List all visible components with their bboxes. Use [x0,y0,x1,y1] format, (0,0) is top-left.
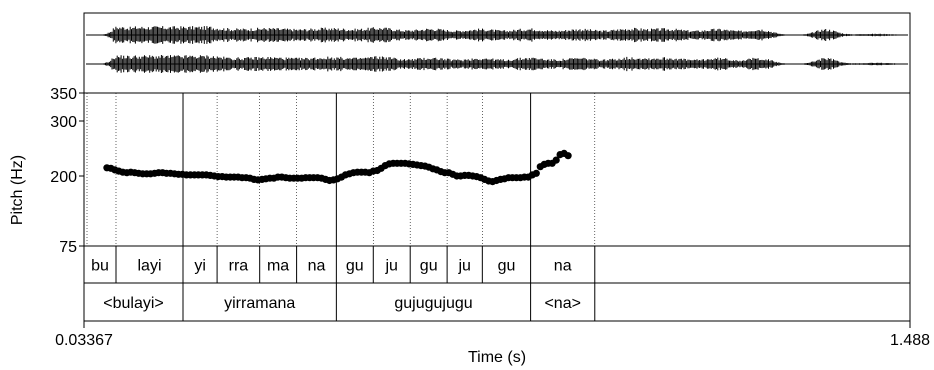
word-label: yirramana [224,295,295,312]
pitch-panel [83,92,911,247]
pitch-point [532,169,540,177]
syllable-label: ju [457,258,470,275]
syllable-label: yi [194,258,206,275]
pitch-point [552,156,560,164]
y-tick-label-75: 75 [59,239,77,256]
pitch-frame [83,92,911,247]
syllable-label: rra [229,258,249,275]
syllable-label: gu [346,258,364,275]
waveform-channel-2 [86,55,909,73]
waveform-panel [83,12,911,94]
syllable-label: ma [267,258,289,275]
word-tier: <bulayi> yirramana gujugujugu <na> [103,283,596,321]
waveform-channel-1 [86,26,909,44]
syllable-label: ju [384,258,397,275]
word-label: gujugujugu [394,295,472,312]
syllable-label: bu [91,258,109,275]
y-axis-label: Pitch (Hz) [9,155,26,225]
syllable-label: layi [137,258,161,275]
x-axis: 0.03367 1.488 Time (s) [55,321,930,366]
word-label: <bulayi> [103,295,164,312]
syllable-label: gu [420,258,438,275]
word-label: <na> [544,295,580,312]
waveform-frame [83,12,911,94]
y-tick-label-350: 350 [50,86,77,103]
syllable-tier: bu layi yi rra ma na gu ju gu ju gu na [91,246,596,283]
boundary-lines [86,93,596,246]
x-start-label: 0.03367 [55,332,113,349]
y-axis: 350 300 200 75 Pitch (Hz) [9,86,84,256]
x-end-label: 1.488 [890,332,930,349]
syllable-label: na [554,258,572,275]
y-tick-label-200: 200 [50,169,77,186]
syllable-label: na [308,258,326,275]
x-axis-label: Time (s) [468,349,526,366]
y-tick-label-300: 300 [50,114,77,131]
annotation-tiers: bu layi yi rra ma na gu ju gu ju gu na <bulayi> yirr… [83,245,911,322]
pitch-point [564,152,572,160]
syllable-label: gu [498,258,516,275]
pitch-points [103,149,572,186]
